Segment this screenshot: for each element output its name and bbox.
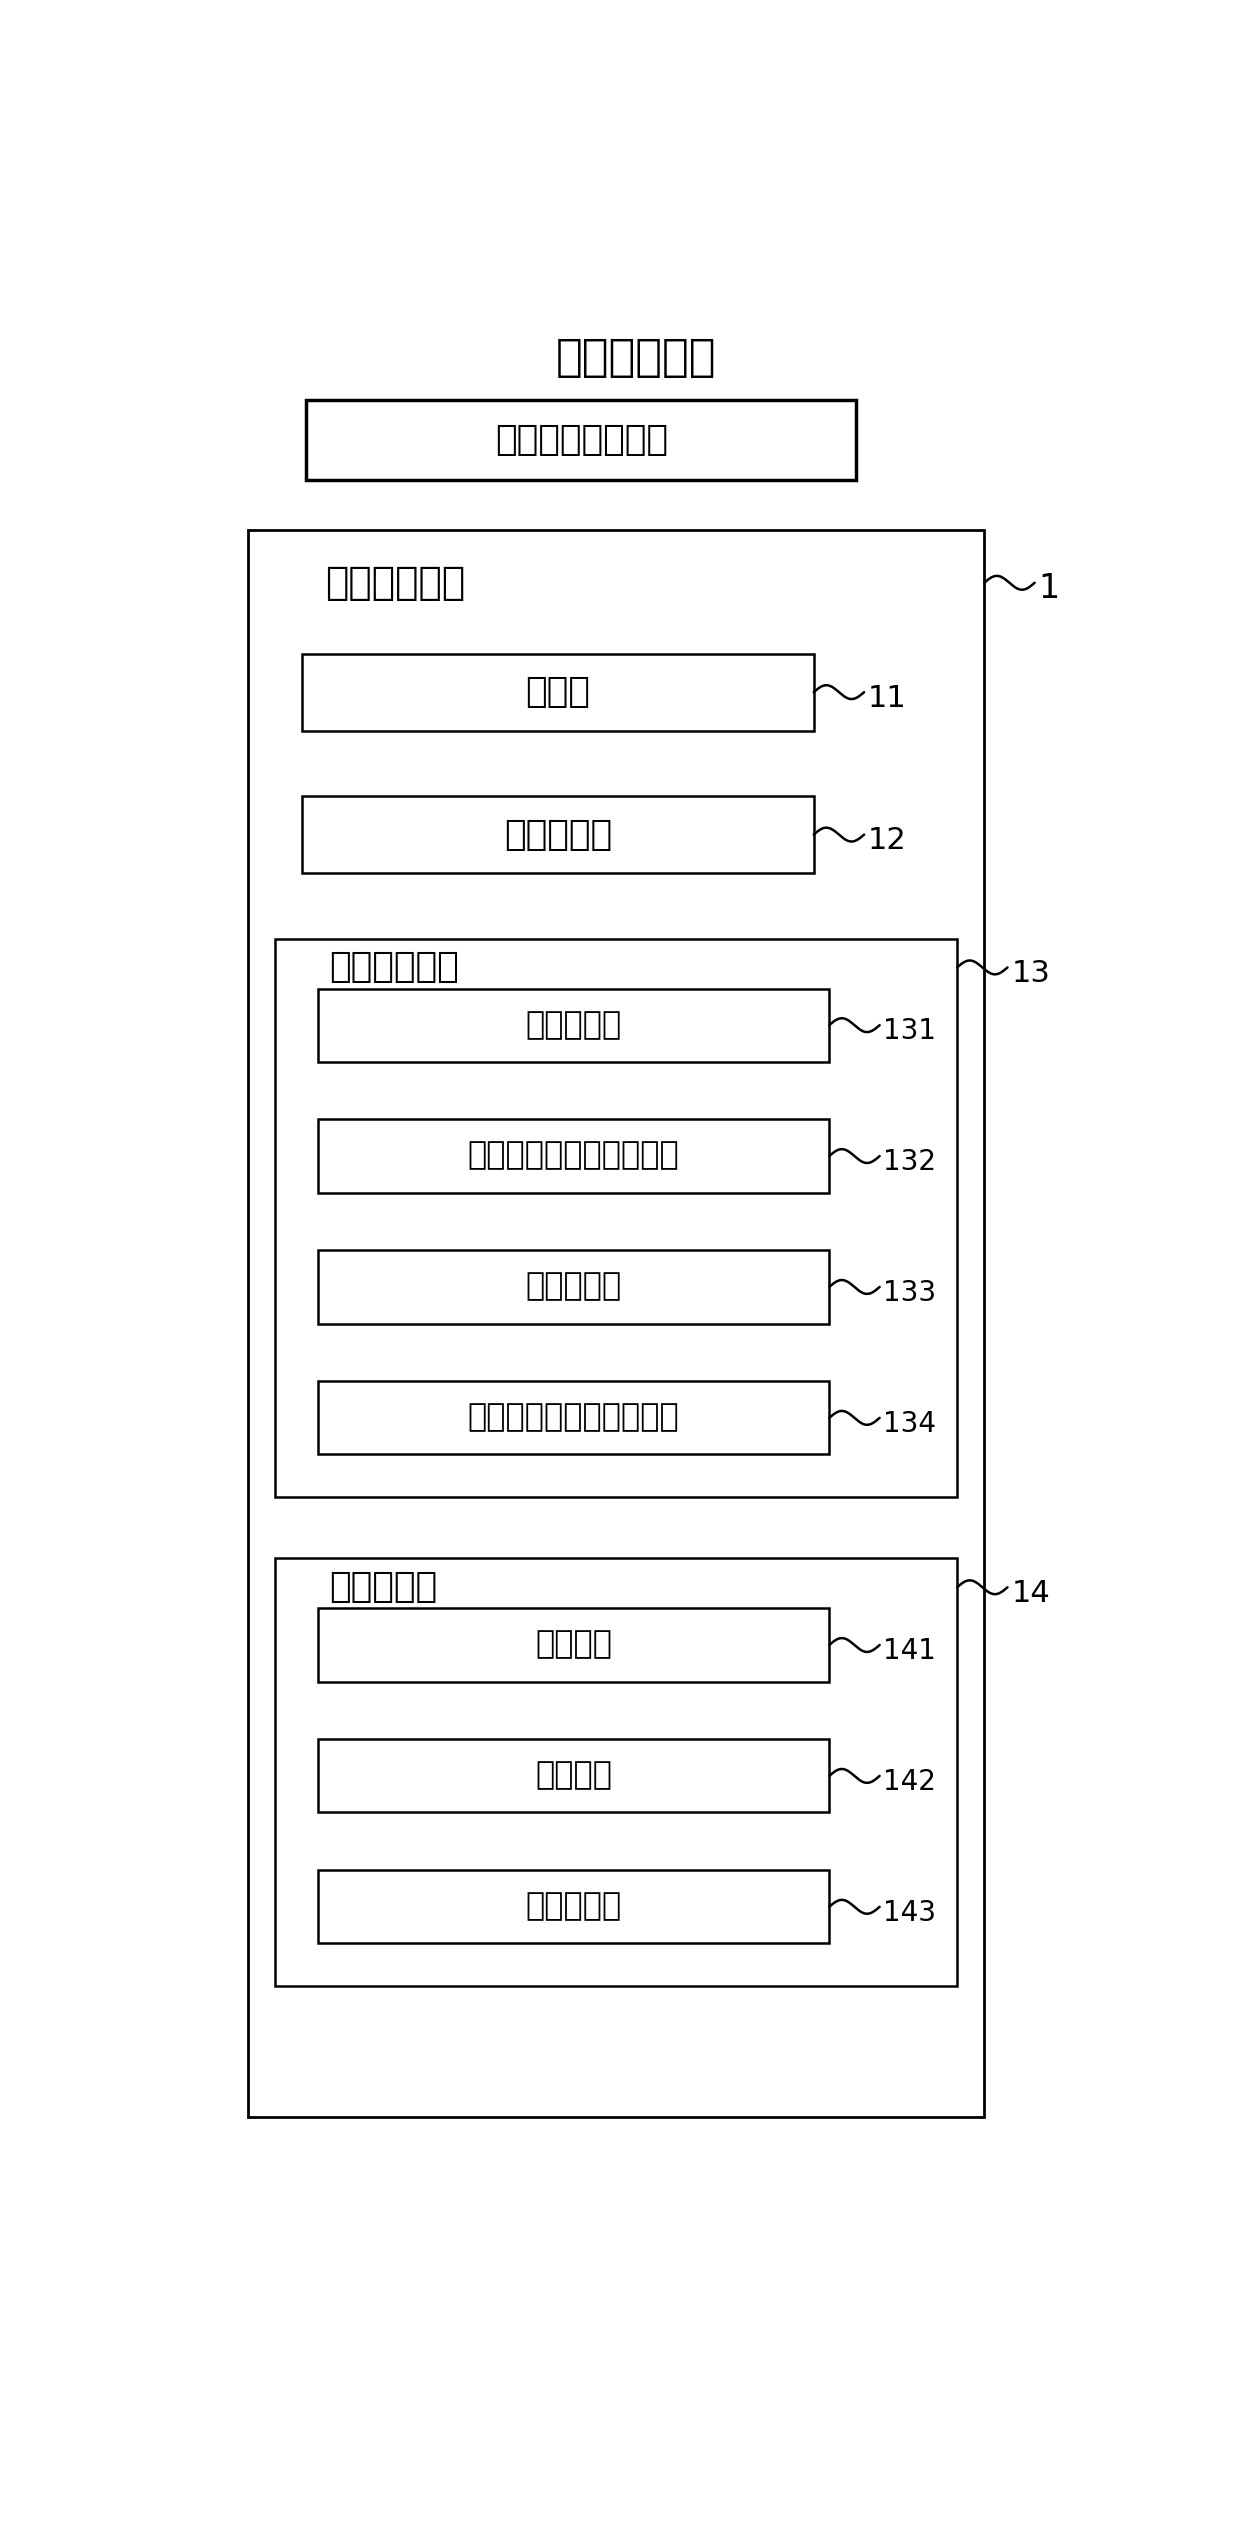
Text: 谱表属性库: 谱表属性库 bbox=[330, 1571, 438, 1603]
Text: 143: 143 bbox=[883, 1898, 936, 1926]
Bar bbox=[317, 988, 830, 1061]
Text: 14: 14 bbox=[1012, 1578, 1050, 1608]
Text: 唱词音频文件生成子模块: 唱词音频文件生成子模块 bbox=[467, 1139, 680, 1172]
Text: 142: 142 bbox=[883, 1767, 936, 1795]
Text: 131: 131 bbox=[883, 1018, 936, 1046]
Text: 唱名文件库: 唱名文件库 bbox=[526, 1271, 621, 1303]
Bar bbox=[317, 1608, 830, 1682]
Text: 11: 11 bbox=[868, 683, 906, 713]
Text: 高音谱库: 高音谱库 bbox=[534, 1629, 613, 1661]
Text: 音乐教学系统: 音乐教学系统 bbox=[556, 335, 715, 378]
Text: 134: 134 bbox=[883, 1409, 936, 1437]
Text: 13: 13 bbox=[1012, 958, 1050, 988]
Text: 141: 141 bbox=[883, 1636, 936, 1666]
Bar bbox=[303, 653, 813, 731]
Text: 133: 133 bbox=[883, 1278, 936, 1306]
Text: 乐谱播放模块组件: 乐谱播放模块组件 bbox=[495, 424, 668, 456]
Bar bbox=[317, 1739, 830, 1813]
Bar bbox=[275, 1558, 957, 1987]
Bar bbox=[303, 797, 813, 872]
Bar bbox=[317, 1250, 830, 1324]
Text: 曲谱生成单元: 曲谱生成单元 bbox=[330, 950, 459, 983]
Text: 打谱操作模块: 打谱操作模块 bbox=[325, 565, 466, 603]
Text: 12: 12 bbox=[868, 827, 906, 855]
Bar bbox=[248, 529, 985, 2118]
Text: 音符属性库: 音符属性库 bbox=[503, 817, 613, 852]
Text: 132: 132 bbox=[883, 1147, 936, 1177]
Text: 低音谱库: 低音谱库 bbox=[534, 1760, 613, 1792]
Bar bbox=[275, 938, 957, 1497]
Bar bbox=[317, 1871, 830, 1944]
Text: 汉语拼音库: 汉语拼音库 bbox=[526, 1011, 621, 1041]
Text: 1: 1 bbox=[1039, 572, 1060, 605]
Bar bbox=[306, 398, 857, 482]
Text: 音符库: 音符库 bbox=[526, 676, 590, 708]
Text: 唱名音频文件生成子模块: 唱名音频文件生成子模块 bbox=[467, 1402, 680, 1434]
Bar bbox=[317, 1382, 830, 1455]
Text: 转换子模块: 转换子模块 bbox=[526, 1891, 621, 1924]
Bar bbox=[317, 1119, 830, 1192]
